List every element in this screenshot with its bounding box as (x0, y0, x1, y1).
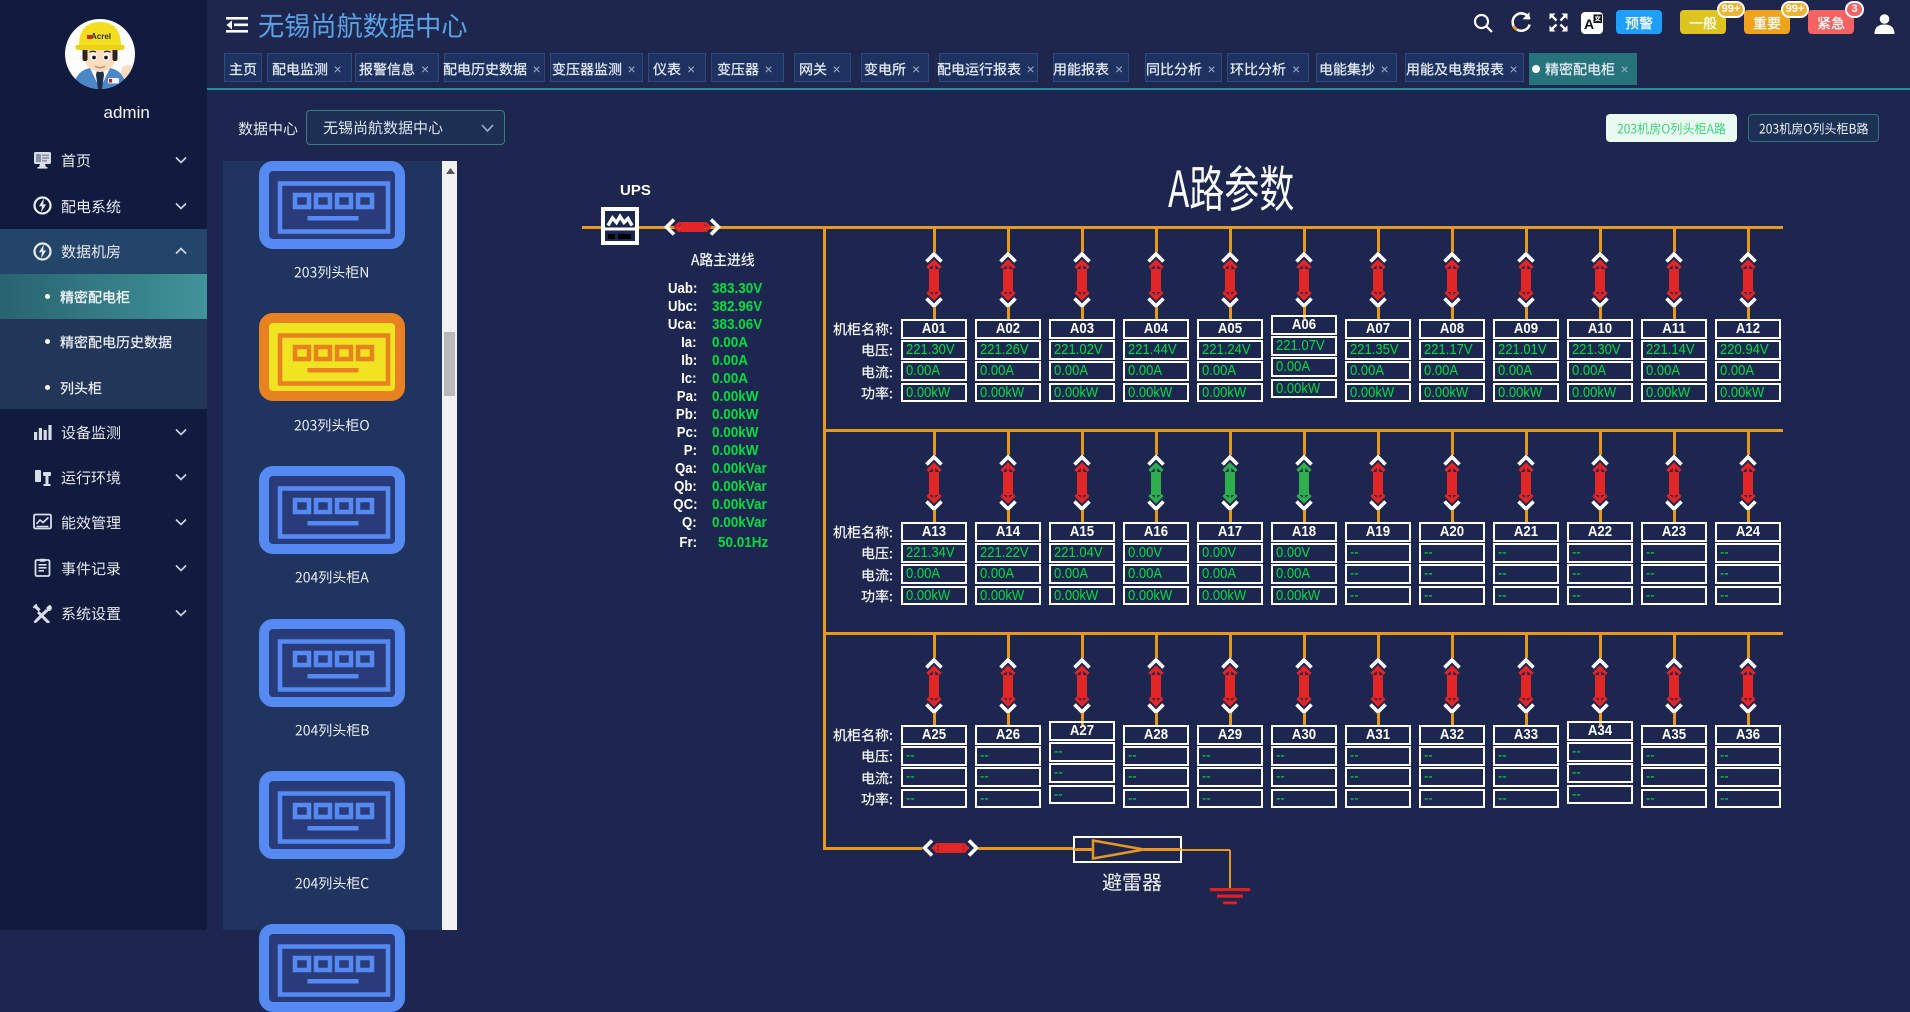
svg-text:Acrel: Acrel (90, 32, 110, 41)
svg-text:A: A (1584, 16, 1594, 32)
